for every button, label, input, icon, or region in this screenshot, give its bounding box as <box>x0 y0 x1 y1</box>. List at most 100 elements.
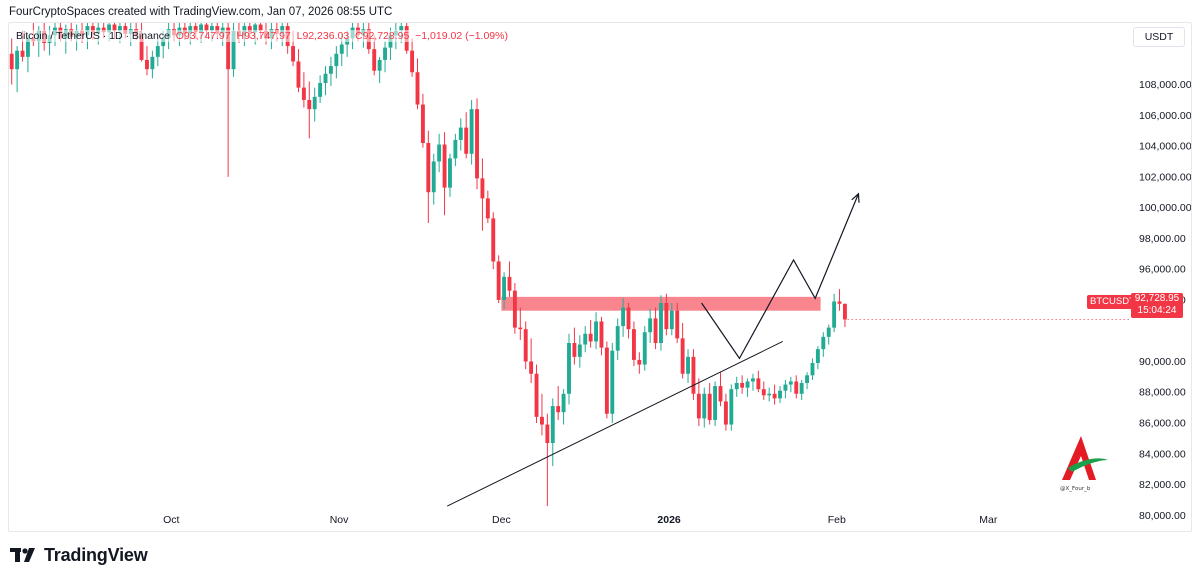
candle <box>453 133 458 167</box>
candle <box>599 316 604 356</box>
chart-frame[interactable]: 108,000.00 106,000.00 104,000.00 102,000.00… <box>8 22 1192 532</box>
y-tick-label: 90,000.00 <box>1139 356 1186 368</box>
candle-body <box>458 127 463 140</box>
candle <box>626 303 631 339</box>
candle <box>799 379 804 400</box>
candle <box>648 309 653 343</box>
last-price-value: 92,728.95 <box>1134 293 1180 304</box>
candle-body <box>761 389 766 396</box>
candle-body <box>778 390 782 399</box>
tradingview-logo[interactable]: TradingView <box>10 544 148 566</box>
author-watermark: @X_Four_b <box>1050 430 1120 499</box>
high-value: H93,747.97 <box>236 30 291 42</box>
candle-body <box>669 310 674 330</box>
candle <box>686 349 690 383</box>
candle-body <box>107 24 112 33</box>
candle <box>772 384 777 405</box>
candle-body <box>534 373 539 417</box>
currency-button[interactable]: USDT <box>1133 27 1185 47</box>
candle <box>312 87 317 122</box>
candle-body <box>226 27 231 70</box>
candle-body <box>610 350 615 414</box>
candle-body <box>139 35 144 60</box>
candle-body <box>442 144 447 188</box>
candle-body <box>696 393 701 419</box>
candle-body <box>150 56 155 70</box>
candle <box>458 118 463 151</box>
candle-body <box>518 327 523 330</box>
candle-body <box>188 26 193 34</box>
y-tick-label: 88,000.00 <box>1139 387 1186 399</box>
candle <box>615 318 620 360</box>
symbol-name[interactable]: Bitcoin / TetherUS · 1D · Binance <box>16 30 170 42</box>
candle <box>15 46 20 93</box>
candle-body <box>561 393 566 413</box>
x-tick-label: Dec <box>492 514 511 526</box>
candle <box>783 379 788 399</box>
candle <box>631 321 636 367</box>
candle <box>751 373 755 391</box>
candle-body <box>323 73 328 83</box>
candle <box>691 349 696 400</box>
candle-body <box>529 361 534 374</box>
candle <box>226 23 231 177</box>
candle-body <box>9 53 14 70</box>
candle-body <box>713 386 718 420</box>
tradingview-brand-text: TradingView <box>44 544 148 565</box>
candle <box>669 303 674 336</box>
candle <box>621 298 626 337</box>
candle-body <box>448 158 452 188</box>
candle-body <box>648 318 653 333</box>
candle-body <box>20 50 25 57</box>
candle <box>539 393 544 436</box>
candle-body <box>691 356 696 394</box>
tradingview-logo-icon <box>10 548 35 562</box>
candle <box>653 307 658 350</box>
candle-body <box>247 26 252 33</box>
candle <box>518 307 523 340</box>
candle-body <box>615 326 620 351</box>
candle-body <box>377 59 382 71</box>
y-tick-label: 106,000.00 <box>1139 110 1191 122</box>
change-value: −1,019.02 (−1.09%) <box>415 30 508 42</box>
projection-path <box>701 193 860 360</box>
candle-body <box>740 383 745 388</box>
candle-body <box>415 72 420 105</box>
candle-body <box>431 161 436 193</box>
candle-body <box>751 378 755 382</box>
candle <box>523 321 528 370</box>
candle-body <box>512 290 517 328</box>
candle-body <box>799 383 804 394</box>
projection-arrowhead <box>851 192 860 203</box>
candle-body <box>637 359 642 365</box>
candle <box>583 326 588 353</box>
x-tick-label: Mar <box>979 514 998 526</box>
candle-body <box>783 384 788 391</box>
y-tick-label: 100,000.00 <box>1139 202 1191 214</box>
candle-body <box>204 24 209 31</box>
candle-body <box>659 303 663 343</box>
candle <box>729 384 734 431</box>
candle-body <box>209 26 214 31</box>
candle <box>680 323 685 379</box>
candle <box>610 343 615 423</box>
candle <box>491 212 496 270</box>
candle-body <box>334 53 339 67</box>
candle-body <box>301 87 306 100</box>
candle-body <box>502 276 507 300</box>
candle-body <box>664 303 669 330</box>
candle-body <box>604 347 609 414</box>
candle <box>637 352 642 374</box>
candle-body <box>480 178 485 199</box>
candle <box>821 332 826 357</box>
candle-body <box>90 26 95 34</box>
candle <box>832 293 837 333</box>
candle-body <box>772 393 777 399</box>
candle <box>707 383 712 425</box>
candle-body <box>734 383 739 390</box>
symbol-legend[interactable]: Bitcoin / TetherUS · 1D · Binance O93,74… <box>16 30 508 42</box>
candle-body <box>145 59 149 70</box>
candle-body <box>821 336 826 350</box>
price-chart[interactable]: 108,000.00 106,000.00 104,000.00 102,000.00… <box>9 23 1191 531</box>
candle <box>734 376 739 397</box>
